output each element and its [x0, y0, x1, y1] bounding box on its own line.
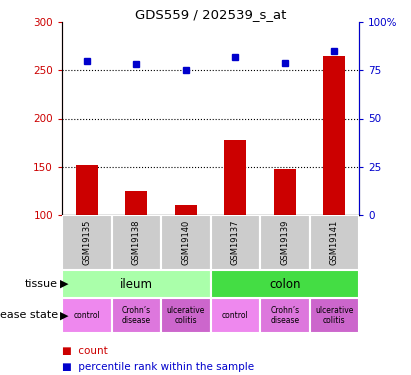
Text: ■  count: ■ count	[62, 346, 108, 356]
Bar	[260, 215, 309, 270]
Title: GDS559 / 202539_s_at: GDS559 / 202539_s_at	[135, 8, 286, 21]
Bar	[62, 215, 111, 270]
Text: ulcerative
colitis: ulcerative colitis	[166, 306, 205, 325]
Bar	[62, 270, 210, 298]
Text: tissue: tissue	[25, 279, 58, 289]
Bar	[111, 215, 161, 270]
Bar	[210, 298, 260, 333]
Bar	[111, 298, 161, 333]
Text: ▶: ▶	[60, 279, 69, 289]
Bar	[161, 298, 210, 333]
Text: Crohn’s
disease: Crohn’s disease	[270, 306, 299, 325]
Text: GSM19140: GSM19140	[181, 220, 190, 265]
Text: GSM19138: GSM19138	[132, 220, 141, 265]
Text: colon: colon	[269, 278, 300, 291]
Text: control: control	[222, 311, 249, 320]
Text: ▶: ▶	[60, 310, 69, 321]
Bar	[161, 215, 210, 270]
Text: ■  percentile rank within the sample: ■ percentile rank within the sample	[62, 362, 254, 372]
Bar	[125, 191, 148, 215]
Bar	[76, 165, 98, 215]
Bar	[210, 270, 359, 298]
Bar	[62, 298, 111, 333]
Bar	[260, 298, 309, 333]
Text: GSM19141: GSM19141	[330, 220, 339, 265]
Text: ileum: ileum	[120, 278, 153, 291]
Text: disease state: disease state	[0, 310, 58, 321]
Text: GSM19137: GSM19137	[231, 220, 240, 265]
Bar	[175, 206, 197, 215]
Text: control: control	[74, 311, 100, 320]
Text: ulcerative
colitis: ulcerative colitis	[315, 306, 353, 325]
Bar	[274, 169, 296, 215]
Bar	[309, 215, 359, 270]
Text: GSM19135: GSM19135	[82, 220, 91, 265]
Bar	[309, 298, 359, 333]
Bar	[323, 56, 345, 215]
Bar	[210, 215, 260, 270]
Bar	[224, 140, 246, 215]
Text: Crohn’s
disease: Crohn’s disease	[122, 306, 151, 325]
Text: GSM19139: GSM19139	[280, 220, 289, 265]
